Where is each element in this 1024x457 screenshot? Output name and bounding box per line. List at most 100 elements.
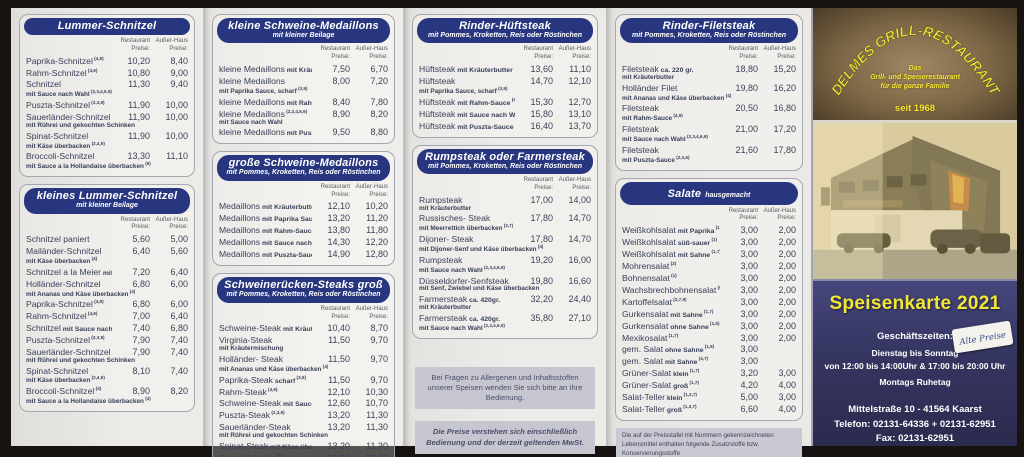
menu-item: Holländer Filet 19,80 16,20 — [622, 82, 796, 93]
price-column-headers: Restaurant Preise: Außer-Haus Preise: — [320, 46, 388, 61]
menu-item: Medaillons mit Rahm-Sauce (4,9)13,8011,8… — [219, 225, 388, 236]
menu-item-note: mit Sauce a la Hollandaise überbacken (4… — [26, 396, 151, 406]
menu-item: Spinat-Schnitzel 8,10 7,40 — [26, 365, 188, 376]
menu-item: Weißkohlsalat süß-sauer (1) 3,00 2,00 — [622, 237, 796, 248]
section-header: kleine Schweine-Medaillons mit kleiner Be… — [217, 18, 390, 44]
menu-item: Rumpsteak 19,20 16,00 — [419, 254, 591, 265]
cover-info: Speisenkarte 2021 Geschäftszeiten: Diens… — [813, 280, 1017, 446]
menu-section: Salate hausgemacht Restaurant Preise: Außer… — [615, 177, 803, 422]
menu-item: Gurkensalat mit Sahne (1,7) 3,00 2,00 — [622, 308, 796, 319]
menu-item: Düsseldorfer-Senfsteak 19,80 16,60 — [419, 275, 591, 286]
menu-item-note: mit Kräuterbutter — [419, 204, 472, 212]
menu-section: Schweinerücken-Steaks groß mit Pommes, Kr… — [212, 273, 395, 457]
restaurant-photo — [813, 119, 1017, 281]
menu-item: Rahm-Schnitzel (4,9) 10,80 9,00 — [26, 67, 188, 78]
menu-section: kleine Schweine-Medaillons mit kleiner Be… — [212, 14, 395, 145]
section-header: Rinder-Filetsteak mit Pommes, Kroketten, … — [620, 18, 798, 44]
menu-item: Farmersteak ca. 420gr. 35,80 27,10 — [419, 312, 591, 323]
menu-item: Schweine-Steak mit Kräuterbutter10,408,7… — [219, 323, 388, 334]
menu-item: Spinat-Schnitzel 11,90 10,00 — [26, 130, 188, 141]
cover-tagline: Das Grill- und Speiserestaurant für die … — [870, 65, 960, 90]
menu-item: Hüftsteak mit Puszta-Sauce (2,3,6)16,401… — [419, 120, 591, 131]
menu-item: Rumpsteak 17,00 14,00 — [419, 194, 591, 205]
menu-item: gem. Salat mit Sahne (4,7) 3,00 — [622, 356, 758, 367]
menu-item: Medaillons mit Kräuterbutter 12,10 10,20 — [219, 201, 388, 212]
menu-item-note: mit Rührei und gekochten Schinken — [26, 121, 136, 129]
menu-item: Filetsteak 20,50 16,80 — [622, 103, 796, 114]
sticker-text: Alte Preise — [958, 330, 1007, 348]
menu-item-note: mit Käse überbacken (2,4,9) — [26, 140, 105, 150]
hours-label: Geschäftszeiten: — [876, 330, 954, 342]
closed-day: Montags Ruhetag — [879, 377, 951, 388]
brand-arc-text: DELMES GRILL-RESTAURANT — [828, 22, 1004, 99]
menu-item: kleine Medaillons mit Puszta-Sauce (2,3,… — [219, 127, 388, 138]
menu-item: Wachsbrechbohnensalat (6)3,002,00 — [622, 284, 796, 295]
panel-filetsteak-salate: Rinder-Filetsteak mit Pommes, Kroketten, … — [606, 8, 811, 457]
menu-item: Schnitzel 11,30 9,40 — [26, 79, 188, 90]
menu-item: kleine Medaillons mit Rahm-Sauce (4,9)8,… — [219, 96, 388, 107]
menu-item: Mexikosalat (1,7) 3,00 2,00 — [622, 332, 796, 343]
menu-photo-paper: Lummer-Schnitzel Restaurant Preise: Außer-… — [11, 8, 1017, 457]
menu-item-note: mit Puszta-Sauce (2,3,6) — [622, 154, 690, 164]
price-column-headers: Restaurant Preise: Außer-Haus Preise: — [320, 305, 388, 320]
menu-item: Puszta-Schnitzel (2,3,9) 7,90 7,40 — [26, 335, 188, 346]
price-column-headers: Restaurant Preise: Außer-Haus Preise: — [523, 177, 591, 191]
menu-item-note: mit Käse überbacken (4) — [26, 255, 98, 266]
panel-huftsteak-rumpsteak: Rinder-Hüftsteak mit Pommes, Kroketten, R… — [403, 8, 606, 454]
menu-item-note: mit Sauce nach Wahl (2,3,4,6,9) — [419, 322, 505, 332]
allergy-note: Bei Fragen zu Allergenen und Inhaltsstof… — [415, 366, 595, 410]
menu-item-note: mit Rahm-Sauce (4,9) — [622, 113, 683, 123]
price-note: Die Preise verstehen sich einschließlich… — [415, 421, 595, 454]
menu-item: Farmersteak ca. 420gr. 32,20 24,40 — [419, 294, 591, 305]
menu-item-note: mit Senf, Zwiebel und Käse überbacken — [419, 285, 540, 293]
menu-item-note: mit Kräuterbutter — [419, 304, 472, 312]
menu-item: Medaillons mit Puszta-Sauce (2,3,6)14,90… — [219, 249, 388, 260]
menu-item: Broccoli-Schnitzel (4) 8,90 8,20 — [26, 386, 188, 397]
menu-section: kleines Lummer-Schnitzel mit kleiner Beil… — [19, 184, 195, 413]
menu-item-note: mit Ananas und Käse überbacken (4) — [219, 363, 329, 373]
menu-item: Filetsteak ca. 220 gr. 18,80 15,20 — [622, 64, 796, 75]
menu-section: Lummer-Schnitzel Restaurant Preise: Außer-… — [19, 14, 195, 178]
menu-item: Kartoffelsalat (2,7,9) 3,00 2,00 — [622, 296, 796, 307]
price-column-headers: Restaurant Preise: Außer-Haus Preise: — [320, 183, 388, 198]
menu-item: gem. Salat ohne Sahne (1,9) 3,00 — [622, 344, 758, 355]
menu-item: Holländer- Steak 11,50 9,70 — [219, 353, 388, 364]
menu-item: Bohnensalat (1) 3,00 2,00 — [622, 273, 796, 284]
menu-item: Weißkohlsalat mit Sahne (1,7) 3,00 2,00 — [622, 249, 796, 260]
cover-since: seit 1968 — [894, 103, 936, 114]
menu-item: Hüftsteak 14,70 12,10 — [419, 76, 591, 87]
menu-item: kleine Medaillons (2,3,4,6,9) 8,90 8,20 — [219, 108, 388, 119]
menu-item-note: mit Käse überbacken (2,4,9) — [26, 375, 105, 385]
panel-schweine-medaillons: kleine Schweine-Medaillons mit kleiner Be… — [203, 8, 403, 457]
menu-item: Schweine-Steak mit Sauce nach Wahl (2,3,… — [219, 398, 388, 409]
menu-section: Rumpsteak oder Farmersteak mit Pommes, Kr… — [412, 144, 598, 339]
menu-item-note: mit Paprika Sauce, scharf (3,9) — [419, 85, 508, 96]
menu-item: Mailänder-Schnitzel 6,40 5,60 — [26, 246, 188, 257]
menu-item: Grüner-Salat groß (1,7) 4,20 4,00 — [622, 380, 796, 391]
menu-item: Medaillons mit Sauce nach Wahl (2,3,4,6,… — [219, 237, 388, 248]
additives-footnote: Die auf der Preisstafel mit Nummern geke… — [616, 428, 802, 457]
menu-item: Sauerländer-Steak 13,20 11,30 — [219, 422, 388, 433]
menu-item: Hüftsteak mit Sauce nach Wahl (2,3,4,6,9… — [419, 108, 591, 119]
menu-item: Rahm-Schnitzel (4,9) 7,00 6,40 — [26, 311, 188, 322]
menu-item: Paprika-Schnitzel (4,9) 6,80 6,00 — [26, 299, 188, 310]
menu-item: Schnitzel a la Meier mit 2 Eier7,206,40 — [26, 266, 188, 277]
menu-item-note: mit Dijoner-Senf und Käse überbacken (4) — [419, 243, 544, 254]
menu-item-note: mit Sauce nach Wahl (2,3,4,6,9) — [622, 134, 708, 144]
menu-item: Paprika-Steak scharf (3,9) 11,50 9,70 — [219, 374, 388, 385]
section-header: Schweinerücken-Steaks groß mit Pommes, Kr… — [217, 277, 390, 303]
menu-item-note: mit Sauce nach Wahl (2,3,4,6,9) — [419, 264, 505, 274]
menu-item: Mohrensalat (2) 3,00 2,00 — [622, 261, 796, 272]
menu-item-note: mit Paprika Sauce, scharf (3,9) — [219, 85, 308, 96]
section-header: Rumpsteak oder Farmersteak mit Pommes, Kr… — [417, 148, 593, 175]
menu-item: Grüner-Salat klein (1,7) 3,20 3,00 — [622, 368, 796, 379]
menu-item: Broccoli-Steak (4)14,6012,30 — [219, 452, 388, 457]
hours-text: Dienstag bis Sonntag von 12:00 bis 14:00… — [824, 347, 1006, 371]
menu-item-note: mit Kräuterbutter — [622, 74, 675, 82]
menu-item: kleine Medaillons mit Kräuterbutter7,506… — [219, 64, 388, 75]
price-column-headers: Restaurant Preise: Außer-Haus Preise: — [120, 38, 188, 52]
section-header: Lummer-Schnitzel — [24, 18, 190, 36]
menu-item-note: mit Sauce a la Hollandaise überbacken (6… — [26, 161, 151, 171]
menu-item: Filetsteak 21,00 17,20 — [622, 124, 796, 135]
menu-item-note: mit Sauce nach Wahl — [219, 118, 283, 126]
